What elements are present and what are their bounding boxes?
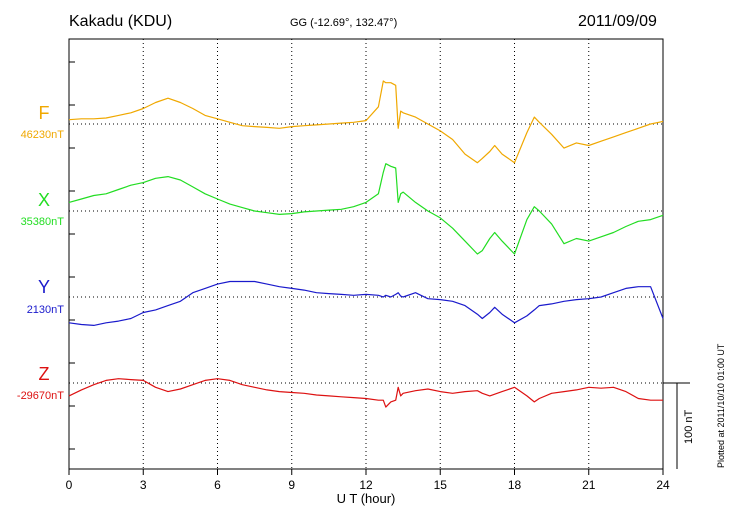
series-label-y: Y [38,277,50,297]
plotted-timestamp: Plotted at 2011/10/10 01:00 UT [716,343,726,468]
x-axis: 0 3 6 9 12 15 18 21 24 [66,61,670,492]
trace-f [68,80,664,164]
trace-y [68,280,664,326]
series-label-f: F [39,103,50,123]
baseline-value-z: -29670nT [17,390,64,402]
traces [68,80,664,408]
baseline-value-x: 35380nT [21,216,65,228]
x-tick-label: 15 [434,478,448,492]
date-label: 2011/09/09 [578,13,657,30]
baseline-value-y: 2130nT [27,304,65,316]
x-tick-label: 0 [66,478,73,492]
grid [142,39,590,469]
series-label-x: X [38,190,50,210]
x-tick-label: 21 [582,478,596,492]
x-axis-title: U T (hour) [337,491,396,506]
station-coordinates: GG (-12.69°, 132.47°) [290,17,398,29]
scale-bar: 100 nT [663,382,695,469]
scale-bar-label: 100 nT [683,409,695,444]
baseline-value-f: 46230nT [21,129,65,141]
x-tick-label: 9 [288,478,295,492]
x-tick-label: 18 [508,478,522,492]
trace-z [68,378,663,408]
x-tick-label: 3 [140,478,147,492]
x-tick-label: 12 [359,478,373,492]
station-title: Kakadu (KDU) [69,13,173,30]
series-label-z: Z [39,364,50,384]
trace-x [68,163,664,255]
x-tick-label: 24 [656,478,670,492]
baselines [69,123,663,384]
x-tick-label: 6 [214,478,221,492]
series-labels: F 46230nT X 35380nT Y 2130nT Z -29670nT [17,103,64,402]
